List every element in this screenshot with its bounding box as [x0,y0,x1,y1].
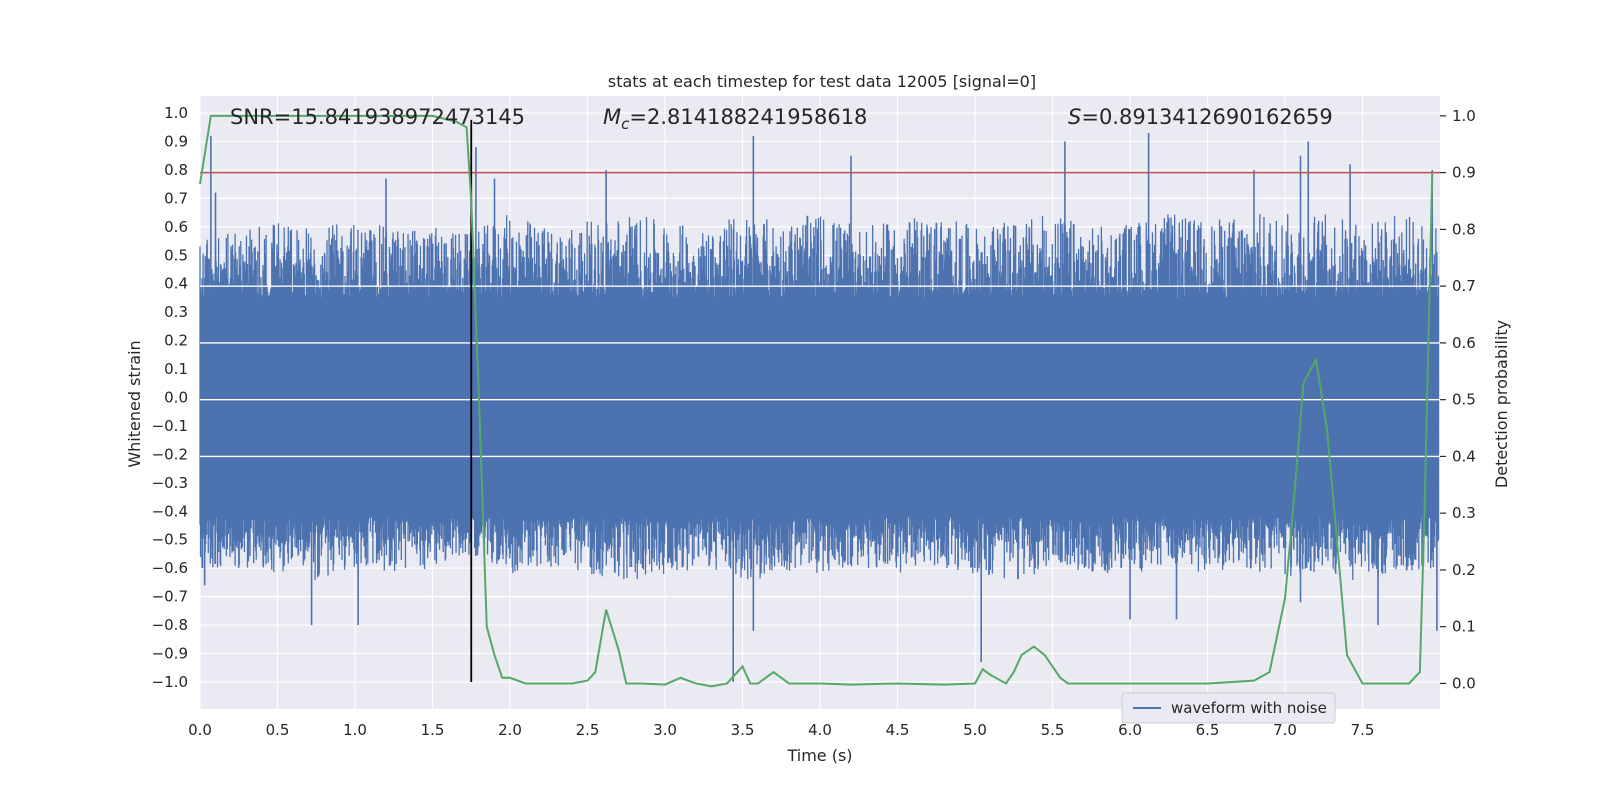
x-axis-ticks: 0.0 0.5 1.0 1.5 2.0 2.5 3.0 3.5 4.0 4.5 5.0 5.5 6.0 6… [188,721,1374,739]
y-tick-label-20: 1.0 [164,104,188,122]
x-tick-label-5: 2.5 [576,721,600,739]
x-tick-label-13: 6.5 [1196,721,1220,739]
mc-annotation: Mc=2.814188241958618 [603,105,867,133]
y-tick-label-10: 0.0 [164,389,188,407]
legend-entry-waveform: waveform with noise [1171,699,1327,717]
x-tick-label-10: 5.0 [963,721,987,739]
overlays [199,114,1440,688]
y2-tick-label-1: 0.1 [1452,618,1476,636]
y-tick-label-12: 0.2 [164,332,188,350]
y2-axis-ticks: 0.0 0.1 0.2 0.3 0.4 0.5 0.6 0.7 0.8 0.9 1.0 [1440,107,1476,692]
y2-tick-label-9: 0.9 [1452,164,1476,182]
y2-tick-label-7: 0.7 [1452,277,1476,295]
mc-value: =2.814188241958618 [629,105,867,129]
y2-tick-label-0: 0.0 [1452,674,1476,692]
x-tick-label-15: 7.5 [1351,721,1375,739]
y-tick-label-15: 0.5 [164,246,188,264]
snr-annotation: SNR=15.841938972473145 [230,105,525,129]
x-tick-label-3: 1.5 [421,721,445,739]
x-tick-label-8: 4.0 [808,721,832,739]
y-tick-label-11: 0.1 [164,360,188,378]
y2-tick-label-2: 0.2 [1452,561,1476,579]
x-tick-label-2: 1.0 [343,721,367,739]
s-annotation: S=0.8913412690162659 [1068,105,1333,129]
waveform-series [199,132,1440,682]
y-tick-label-0: −1.0 [152,673,188,691]
x-tick-label-6: 3.0 [653,721,677,739]
detection-probability-line [199,114,1434,688]
x-tick-label-0: 0.0 [188,721,212,739]
s-value: =0.8913412690162659 [1081,105,1332,129]
y2-tick-label-6: 0.6 [1452,334,1476,352]
x-tick-label-11: 5.5 [1041,721,1065,739]
x-tick-label-7: 3.5 [731,721,755,739]
y2-tick-label-10: 1.0 [1452,107,1476,125]
chart-title: stats at each timestep for test data 120… [608,72,1036,91]
y-tick-label-3: −0.7 [152,588,188,606]
y-tick-label-18: 0.8 [164,161,188,179]
s-symbol: S [1068,105,1081,129]
x-tick-label-1: 0.5 [266,721,290,739]
x-tick-label-12: 6.0 [1118,721,1142,739]
legend-box [1121,692,1336,724]
mc-subscript: c [621,115,630,133]
y-tick-label-16: 0.6 [164,218,188,236]
waveform-core [200,297,1439,517]
y-tick-label-17: 0.7 [164,189,188,207]
x-tick-label-14: 7.0 [1273,721,1297,739]
y2-tick-label-8: 0.8 [1452,220,1476,238]
y2-tick-label-4: 0.4 [1452,447,1476,465]
x-axis-label: Time (s) [786,746,852,765]
y2-tick-label-5: 0.5 [1452,391,1476,409]
y-tick-label-8: −0.2 [152,445,188,463]
legend: waveform with noise [1121,692,1336,724]
y2-tick-label-3: 0.3 [1452,504,1476,522]
y-axis-ticks: −1.0 −0.9 −0.8 −0.7 −0.6 −0.5 −0.4 −0.3 −0.2 −0.1… [152,104,188,691]
y-tick-label-19: 0.9 [164,133,188,151]
y-tick-label-9: −0.1 [152,417,188,435]
y2-axis-label: Detection probability [1492,320,1511,488]
x-tick-label-4: 2.0 [498,721,522,739]
y-tick-label-1: −0.9 [152,645,188,663]
y-tick-label-13: 0.3 [164,303,188,321]
y-axis-label: Whitened strain [125,340,144,467]
y-tick-label-7: −0.3 [152,474,188,492]
y-tick-label-14: 0.4 [164,275,188,293]
y-tick-label-5: −0.5 [152,531,188,549]
y-tick-label-4: −0.6 [152,559,188,577]
mc-symbol: M [603,105,621,129]
x-tick-label-9: 4.5 [886,721,910,739]
y-tick-label-6: −0.4 [152,502,188,520]
y-tick-label-2: −0.8 [152,616,188,634]
